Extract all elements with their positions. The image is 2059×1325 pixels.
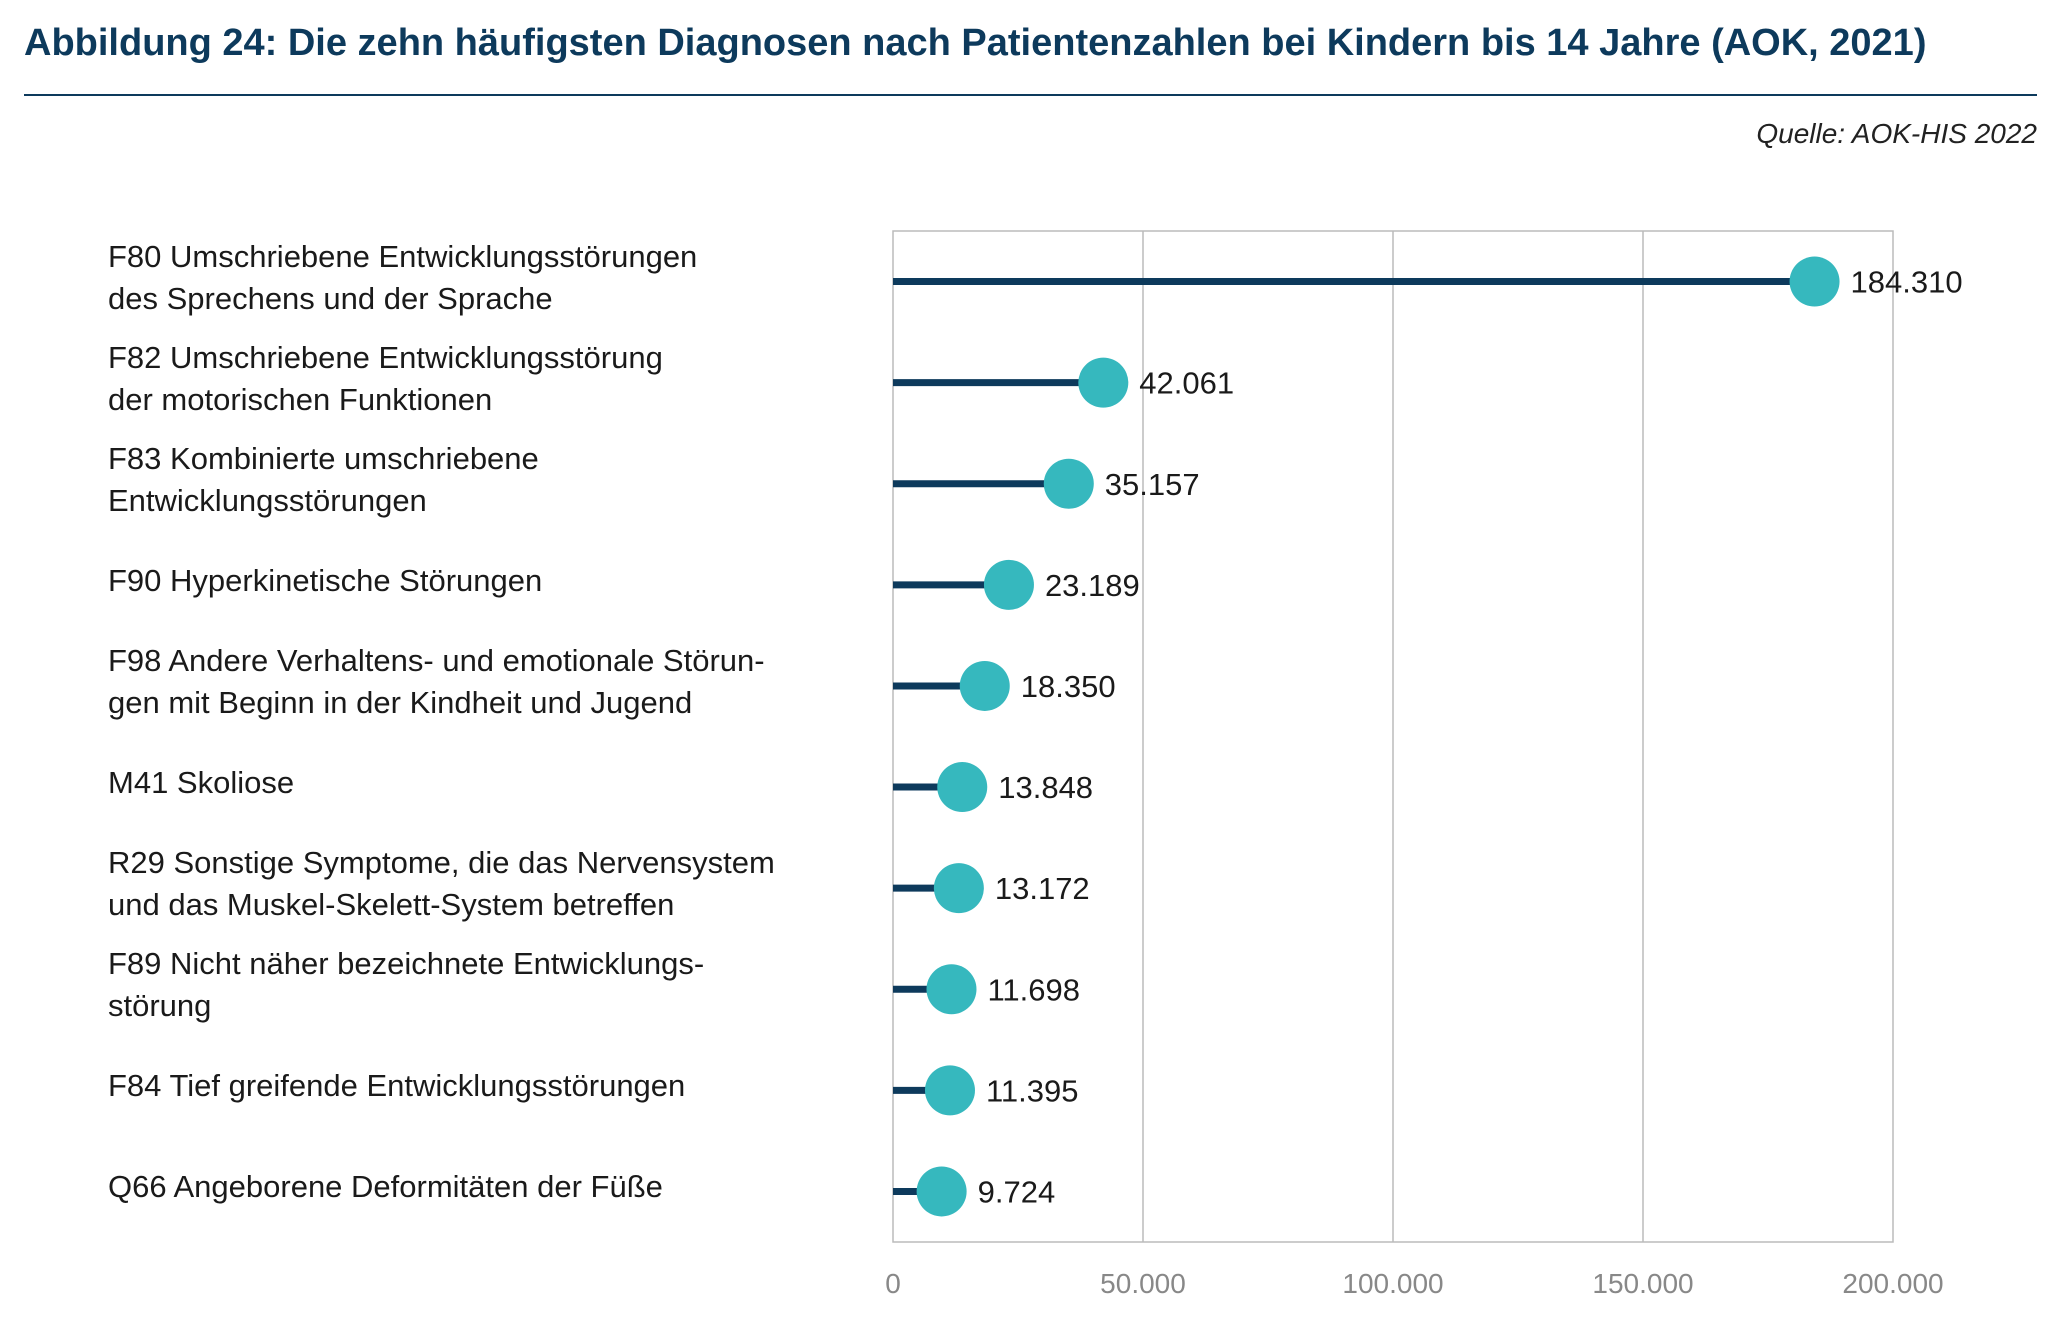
category-label: M41 Skoliose (108, 765, 295, 801)
source-note: Quelle: AOK-HIS 2022 (1756, 118, 2037, 149)
data-label: 184.310 (1851, 265, 1963, 300)
category-label: F98 Andere Verhaltens- und emotionale St… (108, 642, 765, 720)
data-label: 18.350 (1021, 669, 1116, 704)
data-label: 42.061 (1139, 366, 1234, 401)
category-label: F89 Nicht näher bezeichnete Entwicklungs… (108, 946, 705, 1024)
lollipop-dot (937, 762, 988, 813)
category-label: F83 Kombinierte umschriebene Entwicklung… (108, 440, 539, 518)
category-label: F80 Umschriebene Entwicklungsstörungen d… (108, 238, 698, 316)
category-label: Q66 Angeborene Deformitäten der Füße (108, 1169, 663, 1205)
category-label: F84 Tief greifende Entwicklungsstörungen (108, 1068, 686, 1104)
x-tick-label: 50.000 (1100, 1268, 1186, 1299)
x-tick-label: 150.000 (1592, 1268, 1693, 1299)
x-tick-label: 100.000 (1342, 1268, 1443, 1299)
data-label: 13.172 (995, 871, 1090, 906)
lollipop-dot (959, 660, 1010, 711)
chart-title: Abbildung 24: Die zehn häufigsten Diagno… (24, 22, 1927, 64)
lollipop-dot (916, 1166, 967, 1217)
category-label: F82 Umschriebene Entwicklungsstörung der… (108, 339, 663, 417)
lollipop-dot (924, 1065, 975, 1116)
lollipop-dot (926, 964, 977, 1015)
data-label: 9.724 (978, 1174, 1056, 1209)
lollipop-dot (933, 863, 984, 914)
category-label: F90 Hyperkinetische Störungen (108, 562, 543, 598)
category-label: R29 Sonstige Symptome, die das Nervensys… (108, 845, 775, 923)
data-label: 23.189 (1045, 568, 1140, 603)
lollipop-dot (983, 559, 1034, 610)
lollipop-dot (1078, 357, 1129, 408)
title-divider (24, 94, 2037, 96)
data-label: 35.157 (1105, 467, 1200, 502)
x-tick-label: 200.000 (1842, 1268, 1943, 1299)
data-label: 13.848 (998, 770, 1093, 805)
data-label: 11.698 (987, 972, 1080, 1007)
x-tick-label: 0 (885, 1268, 901, 1299)
data-label: 11.395 (986, 1073, 1079, 1108)
lollipop-dot (1789, 256, 1840, 307)
lollipop-dot (1043, 458, 1094, 509)
